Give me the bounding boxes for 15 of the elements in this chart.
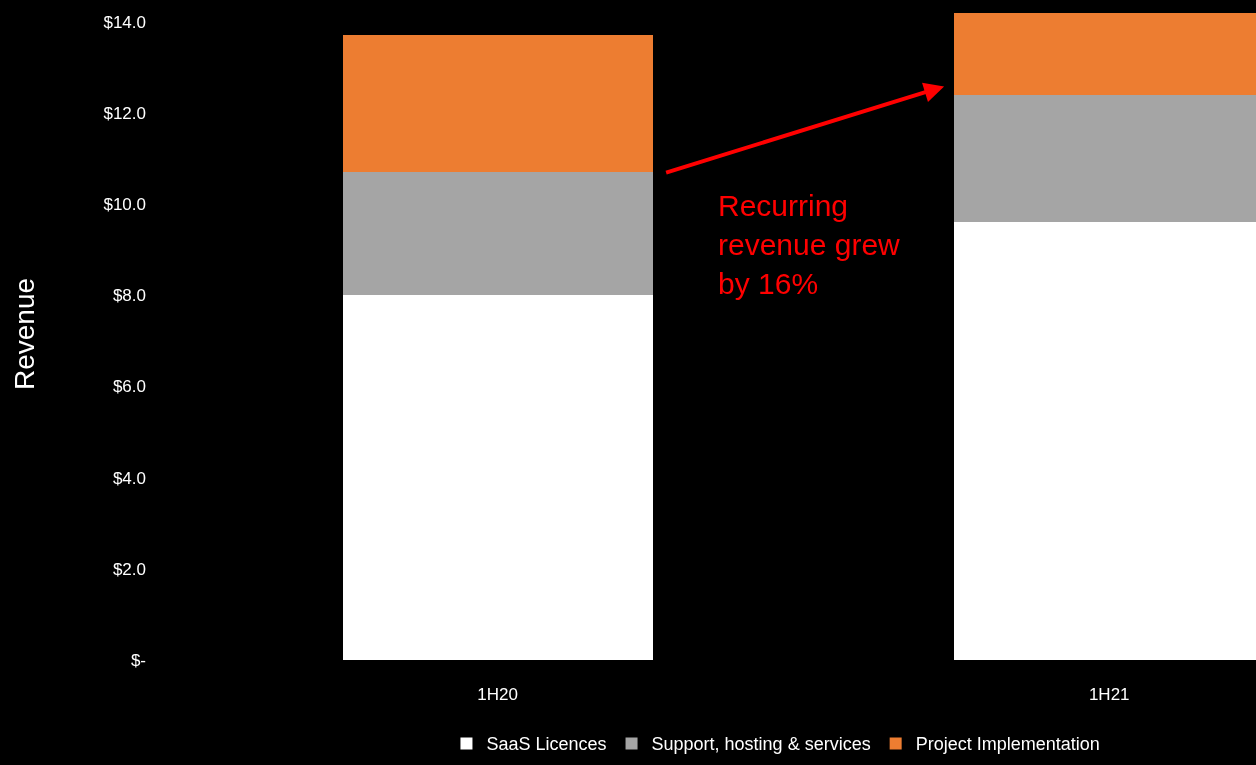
legend-label: Support, hosting & services — [651, 734, 871, 755]
annotation: Recurring revenue grew by 16% — [718, 189, 901, 300]
y-tick-label: $4.0 — [112, 468, 146, 488]
y-tick-label: $2.0 — [112, 559, 146, 579]
y-tick-label: $14.0 — [103, 12, 146, 32]
legend-label: SaaS Licences — [486, 734, 607, 755]
x-tick-label: 1H21 — [1088, 685, 1130, 704]
y-axis-title: Revenue — [9, 277, 41, 391]
y-tick-label: $12.0 — [103, 103, 146, 123]
y-tick-label: $- — [130, 650, 146, 670]
y-tick-label: $8.0 — [112, 286, 146, 306]
y-tick-label: $6.0 — [112, 377, 146, 397]
legend-label: Project Implementation — [915, 734, 1100, 755]
y-tick-label: $10.0 — [103, 195, 146, 215]
x-tick-label: 1H20 — [477, 685, 518, 704]
